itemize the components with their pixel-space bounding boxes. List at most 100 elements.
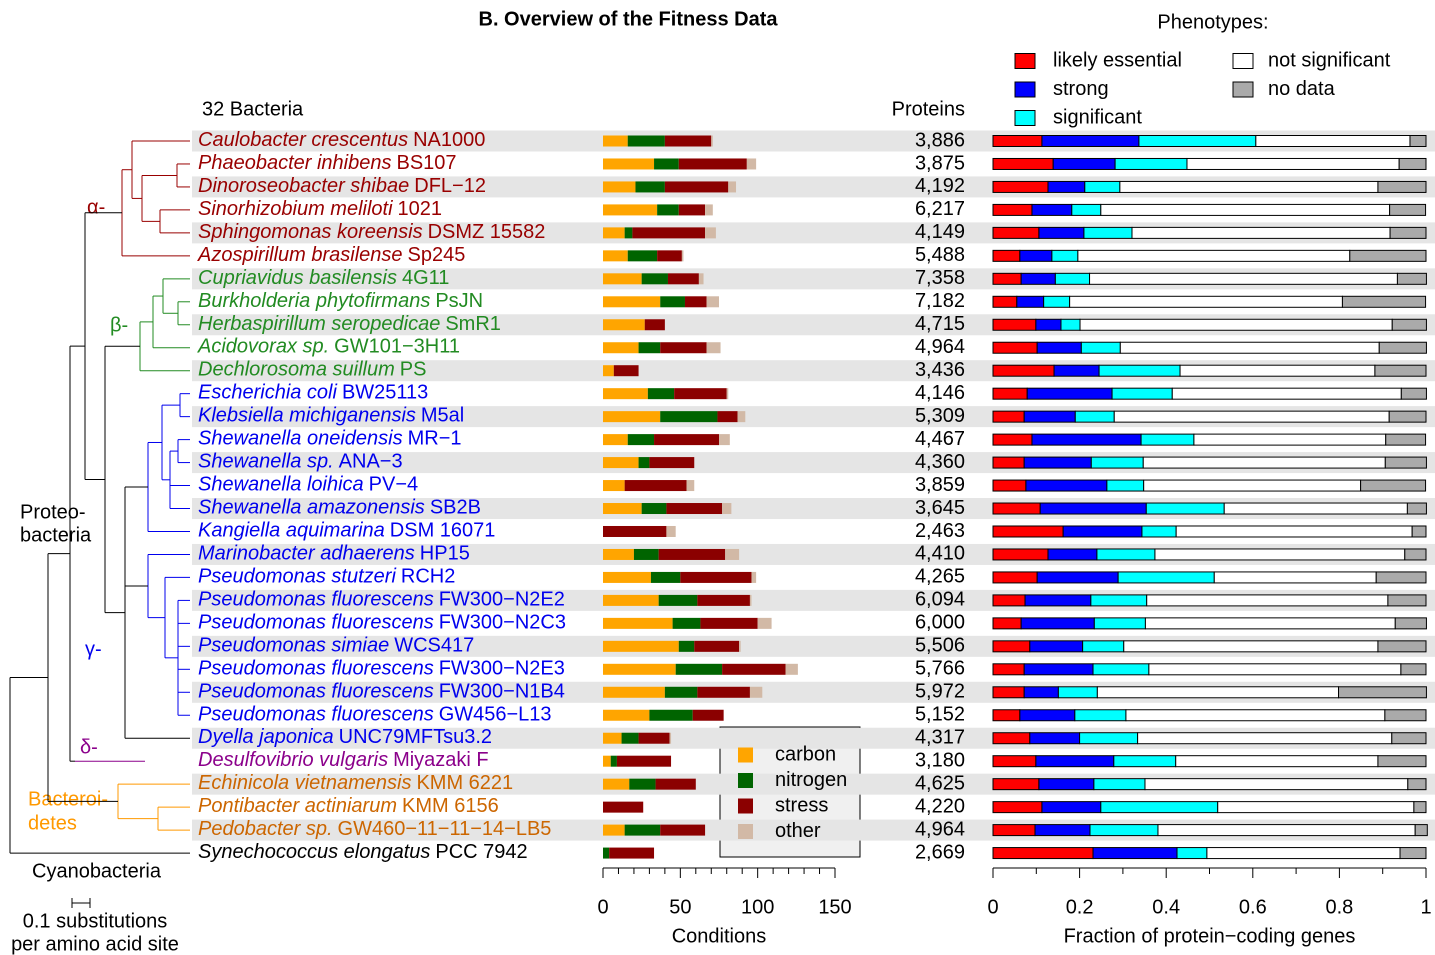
bar-segment <box>1019 709 1076 722</box>
bar-segment <box>1074 410 1115 423</box>
bar-segment <box>1111 387 1173 400</box>
scale-label: 0.1 substitutions <box>23 910 168 932</box>
clade-label: β- <box>110 314 128 336</box>
bar-segment <box>675 663 723 675</box>
bar-segment <box>1360 479 1427 492</box>
legend-title: Phenotypes: <box>1157 11 1268 33</box>
bacterium-name: Herbaspirillum seropedicae SmR1 <box>198 313 501 335</box>
bar-segment <box>1398 157 1427 170</box>
clade-label: δ- <box>80 736 98 758</box>
bar-segment <box>603 732 622 744</box>
bar-segment <box>1047 548 1098 561</box>
species: Synechococcus elongatus <box>198 841 430 863</box>
bar-segment <box>749 594 752 606</box>
bar-segment <box>603 709 650 721</box>
strain: FW300−N1B4 <box>439 681 565 703</box>
bar-segment <box>609 847 655 859</box>
bar-segment <box>992 594 1026 607</box>
bar-segment <box>603 319 645 331</box>
legend-label: stress <box>775 794 828 816</box>
legend-label: no data <box>1268 78 1336 100</box>
bar-segment <box>700 617 758 629</box>
bar-segment <box>657 250 682 262</box>
proteins-header: Proteins <box>892 98 965 120</box>
bar-segment <box>664 135 712 147</box>
protein-count: 4,964 <box>915 818 965 840</box>
bar-segment <box>1141 525 1177 538</box>
bacterium-name: Pseudomonas fluorescens FW300−N2E2 <box>198 589 565 611</box>
strain: 4G11 <box>402 267 449 289</box>
protein-count: 6,217 <box>915 198 965 220</box>
bar-segment <box>647 388 675 400</box>
strain: PsJN <box>435 290 483 312</box>
bar-segment <box>722 663 786 675</box>
bar-segment <box>654 434 719 446</box>
bar-segment <box>1388 410 1427 423</box>
bar-segment <box>658 594 698 606</box>
bar-segment <box>992 525 1064 538</box>
bar-segment <box>603 250 628 262</box>
clade-label: bacteria <box>20 524 92 546</box>
bar-segment <box>1119 341 1380 354</box>
bar-segment <box>603 135 628 147</box>
bar-segment <box>624 227 633 239</box>
bar-segment <box>657 204 679 216</box>
bar-segment <box>1384 709 1427 722</box>
bar-segment <box>992 686 1025 699</box>
bacterium-name: Acidovorax sp. GW101−3H11 <box>197 336 460 358</box>
strain: PV−4 <box>369 474 418 496</box>
protein-count: 5,152 <box>915 704 965 726</box>
strain: DSM 16071 <box>390 520 496 542</box>
strain: 1021 <box>398 198 443 220</box>
strain: FW300−N2C3 <box>439 612 566 634</box>
strain: FW300−N2E2 <box>439 589 565 611</box>
strain: GW456−L13 <box>439 704 552 726</box>
x-tick-label: 0.4 <box>1152 896 1180 918</box>
bar-segment <box>992 755 1037 768</box>
legend-label: other <box>775 820 821 842</box>
bar-segment <box>678 640 695 652</box>
bar-segment <box>624 824 661 836</box>
bar-segment <box>1142 456 1386 469</box>
bar-segment <box>1092 847 1178 860</box>
bacterium-name: Caulobacter crescentus NA1000 <box>198 129 485 151</box>
strain: M5al <box>421 405 464 427</box>
bar-segment <box>678 204 706 216</box>
strain: BW25113 <box>342 382 428 404</box>
bar-segment <box>660 824 706 836</box>
bar-segment <box>1144 778 1409 791</box>
bar-segment <box>751 571 757 583</box>
bar-segment <box>1098 364 1181 377</box>
bar-segment <box>1029 640 1084 653</box>
x-axis-label: Conditions <box>672 925 767 947</box>
bar-segment <box>1092 663 1150 676</box>
bar-segment <box>1069 295 1343 308</box>
bar-segment <box>1114 157 1188 170</box>
bar-segment <box>1138 135 1257 147</box>
bar-segment <box>681 250 684 262</box>
x-tick-label: 0.2 <box>1066 896 1094 918</box>
bacterium-name: Pseudomonas simiae WCS417 <box>198 635 474 657</box>
bar-segment <box>757 617 772 629</box>
bar-segment <box>603 824 625 836</box>
bar-segment <box>603 434 628 446</box>
protein-count: 4,146 <box>915 382 965 404</box>
bar-segment <box>1093 617 1146 630</box>
bar-segment <box>1047 180 1086 193</box>
bar-segment <box>1019 249 1053 262</box>
protein-count: 3,436 <box>915 359 965 381</box>
bar-segment <box>1391 318 1427 331</box>
protein-count: 2,669 <box>915 841 965 863</box>
bar-segment <box>627 434 655 446</box>
bar-segment <box>1389 203 1427 216</box>
bar-segment <box>1414 824 1428 837</box>
bar-segment <box>1338 686 1427 699</box>
bar-segment <box>603 388 648 400</box>
bar-segment <box>666 503 723 515</box>
bar-segment <box>1074 709 1127 722</box>
bar-segment <box>638 457 650 469</box>
x-tick-label: 50 <box>669 896 691 918</box>
bar-segment <box>603 158 655 170</box>
bar-segment <box>1036 341 1082 354</box>
bar-segment <box>1113 410 1390 423</box>
